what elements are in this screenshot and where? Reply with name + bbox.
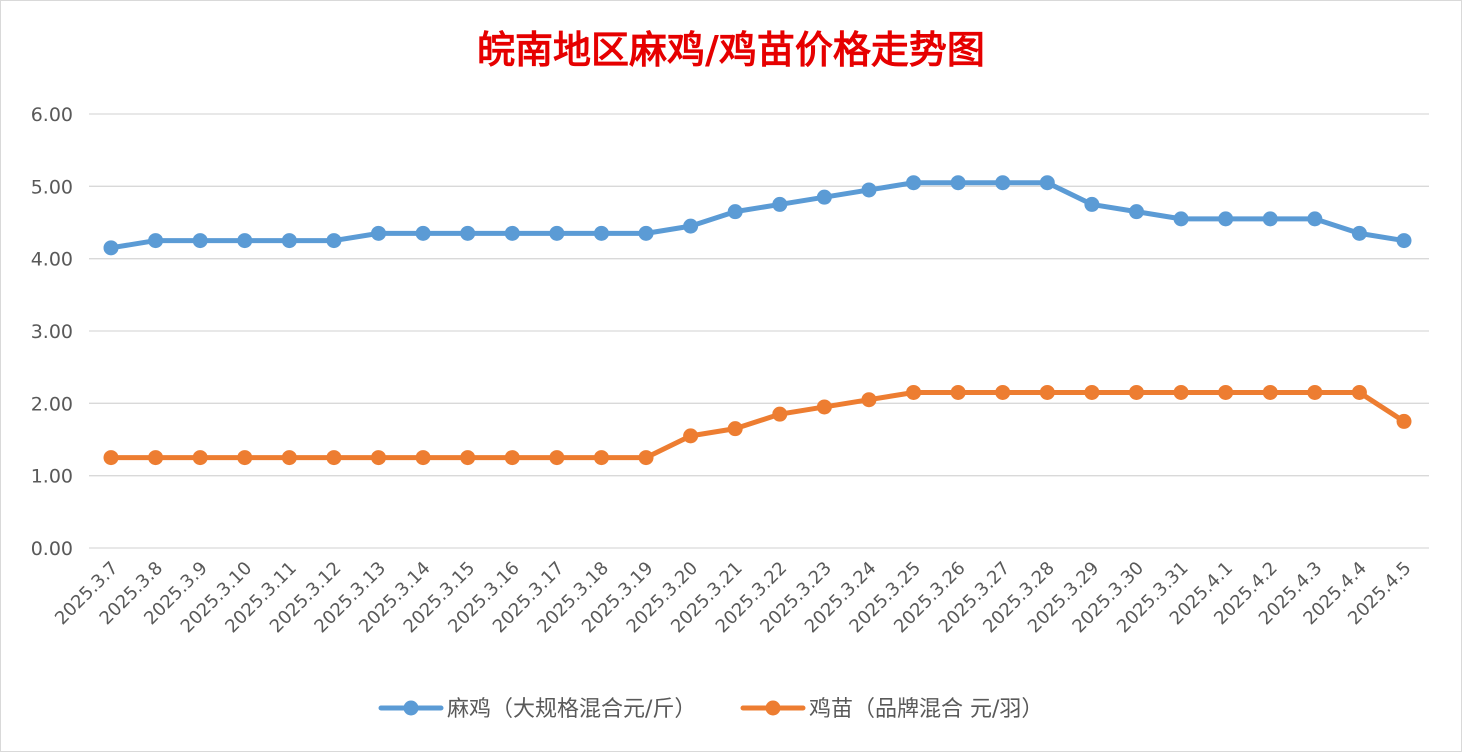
data-point <box>950 175 966 191</box>
data-point <box>638 450 654 466</box>
data-point <box>1218 211 1234 227</box>
data-point <box>861 392 877 408</box>
data-point <box>1039 384 1055 400</box>
data-point <box>549 225 565 241</box>
data-point <box>192 450 208 466</box>
data-point <box>237 450 253 466</box>
y-tick-label: 6.00 <box>31 104 73 126</box>
data-point <box>1351 384 1367 400</box>
data-point <box>906 175 922 191</box>
data-point <box>950 384 966 400</box>
data-point <box>861 182 877 198</box>
data-point <box>148 233 164 249</box>
data-point <box>460 225 476 241</box>
data-point <box>1396 413 1412 429</box>
legend-marker <box>765 700 781 716</box>
legend-marker <box>403 700 419 716</box>
y-tick-label: 3.00 <box>31 321 73 343</box>
data-point <box>683 218 699 234</box>
series-2 <box>103 384 1412 466</box>
data-point <box>1084 196 1100 212</box>
data-point <box>1173 211 1189 227</box>
y-tick-label: 4.00 <box>31 249 73 271</box>
data-point <box>415 225 431 241</box>
legend: 麻鸡（大规格混合元/斤） 鸡苗（品牌混合 元/羽） <box>378 697 1043 722</box>
data-point <box>1262 384 1278 400</box>
x-axis-tick-labels: 2025.3.72025.3.82025.3.92025.3.102025.3.… <box>51 558 1416 638</box>
data-point <box>638 225 654 241</box>
data-point <box>772 406 788 422</box>
data-point <box>816 399 832 415</box>
data-point <box>549 450 565 466</box>
gridlines <box>89 113 1429 549</box>
data-point <box>281 450 297 466</box>
series-layer <box>103 175 1412 466</box>
legend-label: 鸡苗（品牌混合 元/羽） <box>809 697 1043 722</box>
y-tick-label: 2.00 <box>31 393 73 415</box>
series-1 <box>103 175 1412 256</box>
data-point <box>504 225 520 241</box>
data-point <box>816 189 832 205</box>
data-point <box>1307 211 1323 227</box>
data-point <box>995 175 1011 191</box>
data-point <box>593 450 609 466</box>
data-point <box>727 421 743 437</box>
data-point <box>593 225 609 241</box>
data-point <box>1307 384 1323 400</box>
y-tick-label: 0.00 <box>31 538 73 560</box>
data-point <box>1351 225 1367 241</box>
data-point <box>326 233 342 249</box>
data-point <box>1218 384 1234 400</box>
y-axis-tick-labels: 0.00 1.00 2.00 3.00 4.00 5.00 6.00 <box>31 104 73 560</box>
y-tick-label: 1.00 <box>31 466 73 488</box>
data-point <box>1128 384 1144 400</box>
series-line <box>108 389 1407 461</box>
data-point <box>371 450 387 466</box>
data-point <box>504 450 520 466</box>
data-point <box>683 428 699 444</box>
data-point <box>103 450 119 466</box>
data-point <box>1039 175 1055 191</box>
data-point <box>1084 384 1100 400</box>
data-point <box>1128 204 1144 220</box>
data-point <box>727 204 743 220</box>
data-point <box>371 225 387 241</box>
data-point <box>281 233 297 249</box>
legend-label: 麻鸡（大规格混合元/斤） <box>447 697 696 722</box>
legend-item: 鸡苗（品牌混合 元/羽） <box>740 697 1043 722</box>
data-point <box>460 450 476 466</box>
data-point <box>1173 384 1189 400</box>
data-point <box>995 384 1011 400</box>
data-point <box>1262 211 1278 227</box>
data-point <box>103 240 119 256</box>
series-line <box>108 180 1407 251</box>
data-point <box>415 450 431 466</box>
data-point <box>906 384 922 400</box>
data-point <box>772 196 788 212</box>
data-point <box>148 450 164 466</box>
data-point <box>192 233 208 249</box>
legend-item: 麻鸡（大规格混合元/斤） <box>378 697 696 722</box>
chart-title: 皖南地区麻鸡/鸡苗价格走势图 <box>477 27 985 72</box>
data-point <box>237 233 253 249</box>
data-point <box>326 450 342 466</box>
data-point <box>1396 233 1412 249</box>
y-tick-label: 5.00 <box>31 176 73 198</box>
